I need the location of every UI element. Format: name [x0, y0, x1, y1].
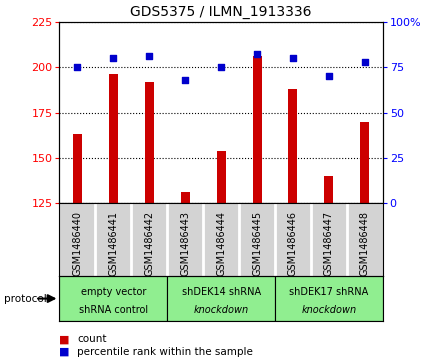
Point — [218, 64, 225, 70]
Bar — [360, 122, 369, 203]
Bar — [289, 89, 297, 203]
Bar — [109, 74, 118, 203]
Text: GSM1486447: GSM1486447 — [324, 211, 334, 276]
Text: GSM1486440: GSM1486440 — [72, 211, 82, 276]
Text: empty vector: empty vector — [81, 287, 146, 297]
Text: ■: ■ — [59, 334, 70, 344]
Text: knockdown: knockdown — [301, 305, 356, 315]
Bar — [59, 276, 167, 321]
Text: count: count — [77, 334, 106, 344]
Point — [146, 53, 153, 59]
Text: GSM1486448: GSM1486448 — [360, 211, 370, 276]
Text: protocol: protocol — [4, 294, 47, 303]
Text: GSM1486442: GSM1486442 — [144, 211, 154, 276]
Text: GSM1486445: GSM1486445 — [252, 211, 262, 276]
Text: GSM1486441: GSM1486441 — [108, 211, 118, 276]
Bar — [73, 134, 82, 203]
Text: shDEK17 shRNA: shDEK17 shRNA — [289, 287, 369, 297]
Text: shRNA control: shRNA control — [79, 305, 148, 315]
Point — [253, 52, 260, 57]
Text: GSM1486443: GSM1486443 — [180, 211, 190, 276]
Text: ■: ■ — [59, 347, 70, 357]
Text: percentile rank within the sample: percentile rank within the sample — [77, 347, 253, 357]
Title: GDS5375 / ILMN_1913336: GDS5375 / ILMN_1913336 — [130, 5, 312, 19]
Bar — [181, 192, 190, 203]
Point — [290, 55, 297, 61]
Point — [182, 77, 189, 83]
Point — [361, 59, 368, 65]
Point — [326, 73, 333, 79]
Bar — [275, 276, 383, 321]
Point — [74, 64, 81, 70]
Bar — [216, 151, 226, 203]
Text: GSM1486444: GSM1486444 — [216, 211, 226, 276]
Point — [110, 55, 117, 61]
Bar — [167, 276, 275, 321]
Bar — [324, 176, 334, 203]
Bar — [253, 56, 261, 203]
Text: GSM1486446: GSM1486446 — [288, 211, 298, 276]
Text: shDEK14 shRNA: shDEK14 shRNA — [182, 287, 260, 297]
Text: knockdown: knockdown — [194, 305, 249, 315]
Bar — [145, 82, 154, 203]
